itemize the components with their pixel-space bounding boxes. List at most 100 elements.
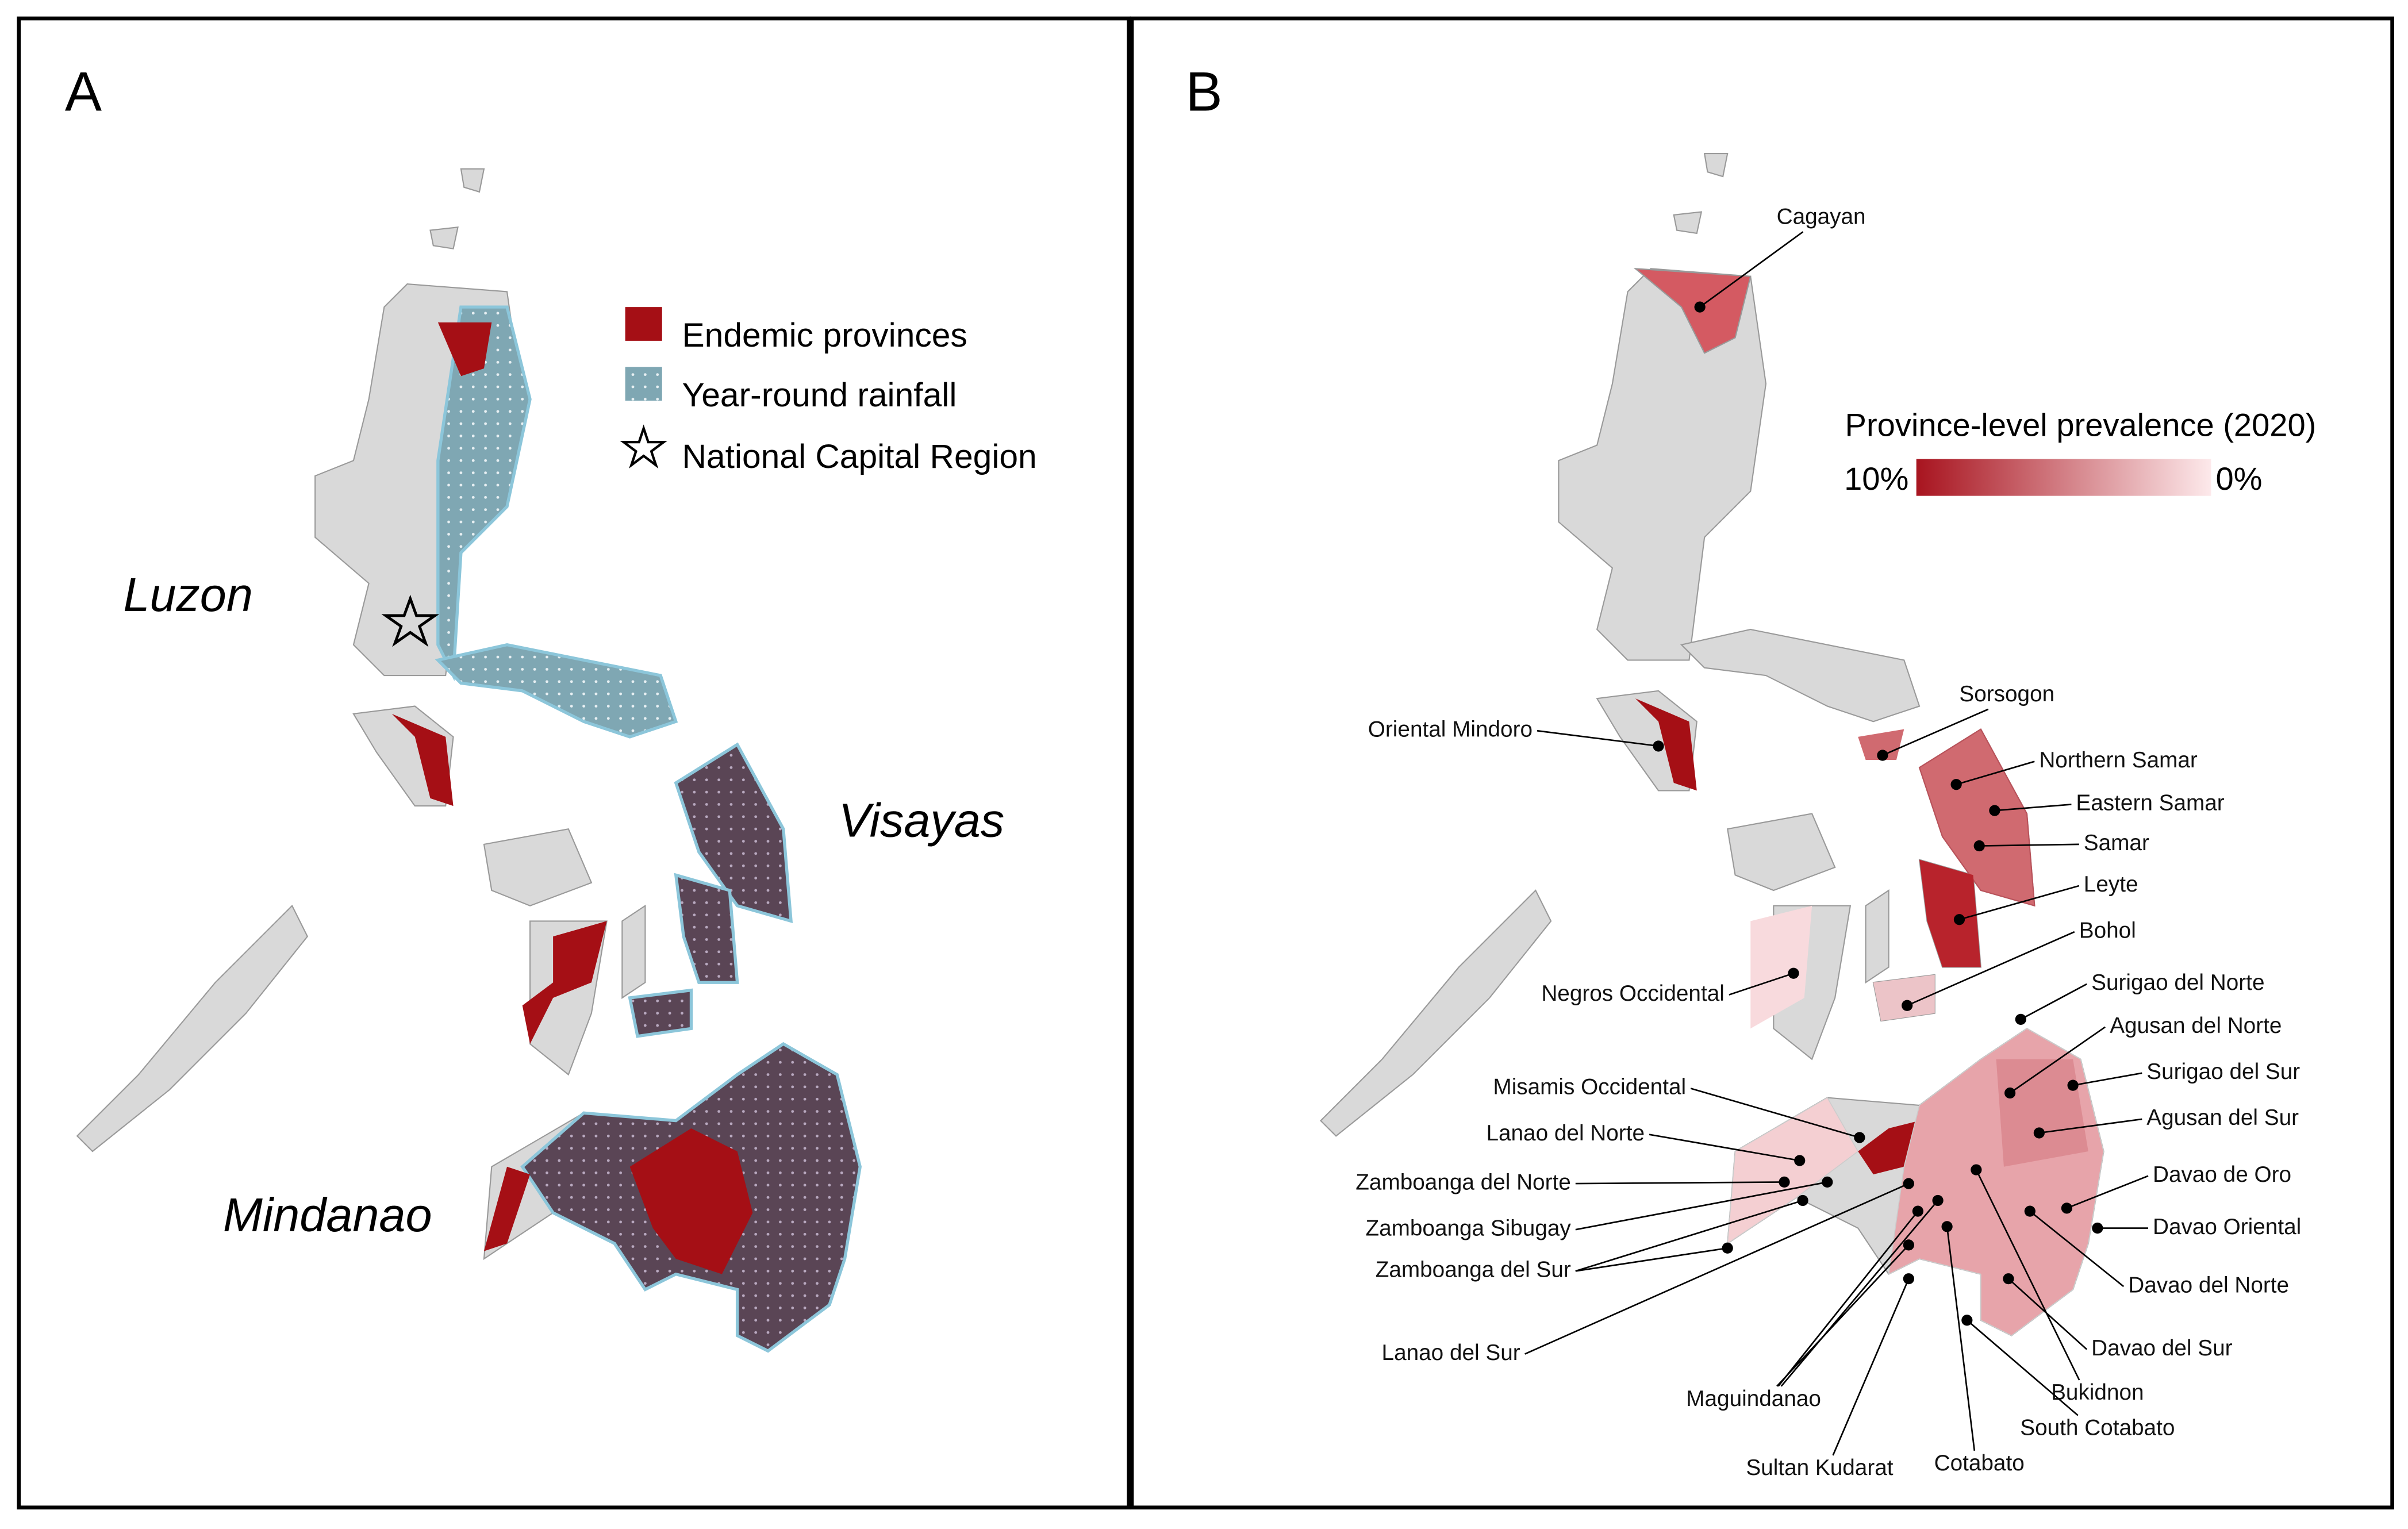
- leader-line: [1966, 1319, 2079, 1416]
- province-dot: [1779, 1176, 1790, 1188]
- province-label: Negros Occidental: [1541, 981, 1725, 1006]
- province-label: Northern Samar: [2039, 748, 2198, 773]
- province-dot: [1902, 1000, 1913, 1011]
- province-label: Misamis Occidental: [1493, 1075, 1686, 1100]
- province-label: Agusan del Norte: [2110, 1013, 2282, 1038]
- province-dot: [2004, 1087, 2016, 1099]
- province-label: Cotabato: [1934, 1451, 2025, 1476]
- leader-line: [1979, 843, 2079, 847]
- province-dot: [1722, 1242, 1733, 1254]
- colorbar-max: 10%: [1844, 460, 1908, 497]
- leader-line: [2020, 983, 2087, 1020]
- leader-line: [1776, 1244, 1910, 1387]
- leader-line: [1699, 231, 1804, 308]
- province-dot: [1971, 1164, 1982, 1175]
- province-dot: [1854, 1132, 1865, 1143]
- province-label: Oriental Mindoro: [1368, 717, 1533, 742]
- province-dot: [1903, 1178, 1914, 1189]
- province-dot: [2061, 1203, 2073, 1214]
- province-dot: [1961, 1315, 1973, 1326]
- leader-line: [2009, 1026, 2106, 1094]
- region-label: Mindanao: [223, 1188, 432, 1242]
- leader-line: [1907, 931, 2075, 1006]
- leader-line: [1777, 1211, 1919, 1387]
- province-dot: [1973, 840, 1985, 852]
- province-dot: [1877, 750, 1888, 761]
- province-label: Bukidnon: [2051, 1380, 2144, 1405]
- province-label: Bohol: [2079, 918, 2136, 943]
- province-label: Lanao del Sur: [1382, 1340, 1520, 1365]
- province-label: Eastern Samar: [2076, 791, 2224, 816]
- province-dot: [2092, 1222, 2103, 1234]
- leader-line: [1882, 708, 1989, 756]
- province-label: Sultan Kudarat: [1746, 1455, 1893, 1480]
- province-dot: [1822, 1176, 1833, 1188]
- province-label: Surigao del Sur: [2146, 1059, 2300, 1084]
- province-label: Cagayan: [1777, 204, 1866, 229]
- province-label: Zamboanga del Sur: [1376, 1258, 1571, 1282]
- province-dot: [1797, 1194, 1808, 1207]
- panel-a-frame: [17, 16, 1131, 1509]
- leader-line: [1729, 972, 1794, 996]
- province-dot: [1941, 1221, 1953, 1232]
- legend-entry: National Capital Region: [682, 438, 1036, 475]
- province-label: Davao de Oro: [2153, 1162, 2291, 1187]
- leader-line: [1690, 1088, 1860, 1139]
- province-dot: [2003, 1273, 2014, 1285]
- province-dot: [1653, 740, 1664, 752]
- province-dot: [1953, 914, 1965, 925]
- panel-a-legend: [620, 307, 667, 469]
- colorbar-title: Province-level prevalence (2020): [1845, 406, 2317, 443]
- leader-line: [1575, 1247, 1728, 1272]
- panel-a-map: [76, 168, 862, 1353]
- colorbar-min: 0%: [2215, 460, 2262, 497]
- leader-line: [1537, 729, 1659, 747]
- province-label: Maguindanao: [1686, 1386, 1821, 1411]
- leader-line: [1649, 1134, 1800, 1162]
- leader-line: [1575, 1181, 1785, 1185]
- province-dot: [1912, 1205, 1923, 1217]
- leader-line: [1780, 1200, 1939, 1387]
- province-dot: [2033, 1127, 2045, 1139]
- province-dot: [1788, 967, 1799, 979]
- region-label: Luzon: [123, 568, 253, 621]
- province-dot: [1903, 1239, 1914, 1251]
- legend-entry: Year-round rainfall: [682, 377, 957, 414]
- province-dot: [1694, 301, 1706, 313]
- leader-line: [2072, 1072, 2142, 1086]
- province-dot: [2024, 1205, 2036, 1217]
- region-label: Visayas: [839, 794, 1004, 847]
- province-dot: [1950, 779, 1962, 790]
- province-label: Agusan del Sur: [2146, 1105, 2299, 1130]
- province-dot: [1932, 1194, 1944, 1207]
- leader-line: [1524, 1182, 1909, 1355]
- leader-line: [1575, 1181, 1828, 1231]
- leader-line: [2039, 1118, 2142, 1134]
- province-dot: [2067, 1079, 2079, 1091]
- province-label: South Cotabato: [2020, 1416, 2175, 1440]
- province-label: Davao Oriental: [2153, 1215, 2301, 1239]
- leader-line: [1832, 1278, 1910, 1456]
- leader-line: [1959, 885, 2080, 921]
- province-label: Lanao del Norte: [1486, 1121, 1645, 1146]
- province-dot: [2015, 1013, 2026, 1025]
- province-label: Leyte: [2084, 872, 2138, 897]
- panel-label: B: [1185, 61, 1222, 122]
- province-label: Davao del Sur: [2091, 1336, 2232, 1361]
- province-label: Davao del Norte: [2128, 1273, 2289, 1297]
- leader-line: [1946, 1226, 1976, 1451]
- province-dot: [1903, 1273, 1914, 1285]
- panel-label: A: [65, 61, 102, 122]
- legend-entry: Endemic provinces: [682, 317, 967, 354]
- leader-line: [2029, 1211, 2125, 1288]
- leader-line: [1975, 1169, 2080, 1381]
- province-dot: [1989, 805, 2000, 816]
- colorbar: [1916, 459, 2211, 496]
- province-label: Zamboanga del Norte: [1355, 1170, 1571, 1194]
- province-label: Samar: [2084, 831, 2149, 855]
- panel-b-frame: [1130, 16, 2394, 1509]
- leader-line: [2066, 1175, 2149, 1209]
- province-label: Surigao del Norte: [2091, 970, 2264, 995]
